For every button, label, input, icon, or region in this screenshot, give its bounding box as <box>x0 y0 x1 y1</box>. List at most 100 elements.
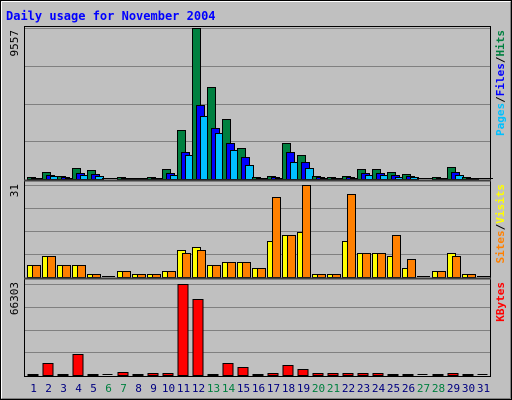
x-label-day-2: 2 <box>45 382 52 395</box>
bar-kbytes-day-13 <box>207 374 219 376</box>
legend-entry: Visits <box>494 184 507 224</box>
x-label-day-4: 4 <box>75 382 82 395</box>
grid-layer <box>25 28 490 353</box>
legend-entry: KBytes <box>494 282 507 322</box>
x-label-day-3: 3 <box>60 382 67 395</box>
legend-visits-sites: Sites/Visits <box>494 184 507 264</box>
x-label-day-19: 19 <box>297 382 310 395</box>
bar-sites-day-9 <box>152 274 161 278</box>
x-label-day-24: 24 <box>372 382 386 395</box>
bar-kbytes-day-21 <box>327 373 339 376</box>
bar-sites-day-4 <box>77 265 86 278</box>
x-label-day-11: 11 <box>177 382 190 395</box>
bar-sites-day-2 <box>47 256 56 278</box>
bar-sites-day-28 <box>437 271 446 278</box>
y-max-label-visits-sites: 31 <box>8 184 21 197</box>
bar-kbytes-day-1 <box>27 374 39 376</box>
bar-sites-day-26 <box>407 259 416 278</box>
bar-kbytes-day-16 <box>252 374 264 376</box>
legend-entry: Hits <box>494 30 507 57</box>
bar-sites-day-1 <box>32 265 41 278</box>
bar-kbytes-day-14 <box>222 363 234 376</box>
bar-kbytes-day-30 <box>462 374 474 376</box>
bar-sites-day-13 <box>212 265 221 278</box>
bar-sites-day-20 <box>317 274 326 278</box>
bar-kbytes-day-18 <box>282 365 294 376</box>
y-max-label-hits-files-pages: 9557 <box>8 30 21 57</box>
bar-kbytes-day-15 <box>237 367 249 376</box>
bar-kbytes-day-26 <box>402 374 414 376</box>
x-label-day-13: 13 <box>207 382 220 395</box>
bar-kbytes-day-28 <box>432 374 444 376</box>
bar-kbytes-day-17 <box>267 373 279 376</box>
bar-kbytes-day-11 <box>177 284 189 376</box>
bar-sites-day-12 <box>197 250 206 278</box>
bars-layer <box>27 28 493 376</box>
x-label-day-14: 14 <box>222 382 236 395</box>
legend-entry: Pages <box>494 103 507 136</box>
x-label-day-27: 27 <box>417 382 430 395</box>
x-label-day-29: 29 <box>447 382 460 395</box>
bar-sites-day-5 <box>92 274 101 278</box>
x-label-day-23: 23 <box>357 382 370 395</box>
bar-sites-day-18 <box>287 235 296 278</box>
x-label-day-31: 31 <box>477 382 490 395</box>
bar-sites-day-16 <box>257 268 266 278</box>
bar-kbytes-day-20 <box>312 373 324 376</box>
legend-hits-files-pages: Pages/Files/Hits <box>494 30 507 136</box>
bar-sites-day-10 <box>167 271 176 278</box>
x-label-day-20: 20 <box>312 382 325 395</box>
legend-kbytes: KBytes <box>494 282 507 322</box>
bar-kbytes-day-12 <box>192 299 204 376</box>
x-label-day-15: 15 <box>237 382 250 395</box>
bar-sites-day-7 <box>122 271 131 278</box>
x-label-day-21: 21 <box>327 382 340 395</box>
bar-kbytes-day-23 <box>357 373 369 376</box>
bar-kbytes-day-22 <box>342 373 354 376</box>
bar-sites-day-22 <box>347 194 356 278</box>
bar-sites-day-11 <box>182 253 191 278</box>
legend-entry: Files <box>494 63 507 96</box>
bar-sites-day-3 <box>62 265 71 278</box>
bar-kbytes-day-25 <box>387 374 399 376</box>
bar-kbytes-day-7 <box>117 372 129 376</box>
bar-kbytes-day-2 <box>42 363 54 376</box>
x-label-day-12: 12 <box>192 382 205 395</box>
panel-separator <box>24 277 491 280</box>
bar-sites-day-15 <box>242 262 251 278</box>
bar-kbytes-day-10 <box>162 373 174 376</box>
x-axis-day-labels: 1 2 3 4 5 6 7 8 9 10 11 12 13 14 15 16 17 18 19 20 21 22 23 24 2… <box>30 382 490 395</box>
bar-kbytes-day-24 <box>372 373 384 376</box>
x-label-day-26: 26 <box>402 382 415 395</box>
bar-kbytes-day-19 <box>297 369 309 376</box>
x-label-day-28: 28 <box>432 382 445 395</box>
panel-separators <box>24 179 491 280</box>
bar-kbytes-day-8 <box>132 374 144 376</box>
bar-kbytes-day-5 <box>87 374 99 376</box>
x-label-day-17: 17 <box>267 382 280 395</box>
bar-sites-day-19 <box>302 185 311 278</box>
x-label-day-6: 6 <box>105 382 112 395</box>
bar-sites-day-29 <box>452 256 461 278</box>
x-label-day-18: 18 <box>282 382 295 395</box>
legend-entry: / <box>494 56 507 63</box>
legend-entry: / <box>494 223 507 230</box>
x-label-day-1: 1 <box>30 382 37 395</box>
bar-sites-day-21 <box>332 274 341 278</box>
x-label-day-10: 10 <box>162 382 175 395</box>
x-label-day-8: 8 <box>135 382 142 395</box>
x-label-day-7: 7 <box>120 382 127 395</box>
legend-entry: Sites <box>494 230 507 263</box>
x-label-day-9: 9 <box>150 382 157 395</box>
bar-kbytes-day-4 <box>72 354 84 376</box>
bar-sites-day-24 <box>377 253 386 278</box>
legend-entry: / <box>494 96 507 103</box>
chart-title: Daily usage for November 2004 <box>6 9 216 23</box>
bar-sites-day-17 <box>272 197 281 278</box>
bar-sites-day-14 <box>227 262 236 278</box>
panel-separator <box>24 179 491 182</box>
bar-sites-day-23 <box>362 253 371 278</box>
x-label-day-22: 22 <box>342 382 355 395</box>
